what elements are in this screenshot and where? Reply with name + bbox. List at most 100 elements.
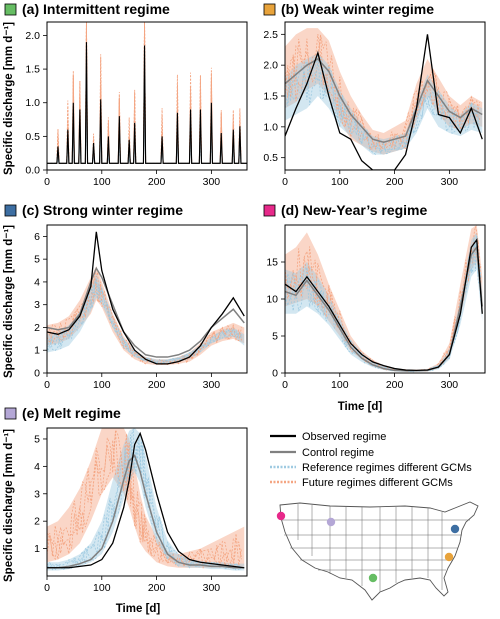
series-future-gcm	[47, 22, 247, 164]
x-tick-label-a: 300	[203, 176, 221, 188]
x-tick-label-a: 0	[44, 176, 50, 188]
y-tick-label-c: 0	[34, 368, 40, 380]
site-melt	[326, 517, 336, 527]
series-control	[47, 454, 245, 569]
series-control	[285, 245, 484, 372]
y-tick-label-d: 0	[272, 368, 278, 380]
y-tick-label-a: 1.5	[25, 64, 40, 76]
plot-area-c	[47, 231, 245, 366]
legend-label-observed: Observed regime	[302, 431, 386, 443]
plot-area-b	[285, 28, 483, 170]
x-tick-label-a: 100	[93, 176, 111, 188]
x-tick-label-b: 100	[331, 176, 349, 188]
usa-map-icon	[276, 501, 479, 601]
legend-label-control: Control regime	[302, 447, 374, 459]
panel-title-b: (b) Weak winter regime	[281, 1, 434, 17]
series-reference-gcm	[47, 97, 247, 164]
series-control	[47, 74, 247, 164]
x-tick-label-c: 300	[203, 379, 221, 391]
legend-label-reference: Reference regimes different GCMs	[302, 462, 472, 474]
panel-intermittent: (a) Intermittent regime Specific dischar…	[3, 1, 248, 188]
x-tick-label-e: 200	[148, 582, 166, 594]
x-tick-label-e: 100	[93, 582, 111, 594]
marker-melt	[4, 407, 17, 420]
series-future-gcm	[47, 22, 247, 164]
panel-new-years: (d) New-Year’s regime Time [d] 0 100 200 30…	[263, 202, 486, 413]
y-tick-label-b: 1.0	[263, 121, 278, 133]
legend-label-future: Future regimes different GCMs	[302, 477, 453, 489]
y-tick-label-e: 5	[34, 433, 40, 445]
x-tick-label-d: 100	[331, 379, 349, 391]
y-tick-label-c: 3	[34, 299, 40, 311]
y-axis-label-c: Specific discharge [mm d⁻¹]	[3, 225, 15, 378]
y-tick-label-a: 1.0	[25, 97, 40, 109]
band-reference-d	[285, 232, 483, 372]
y-tick-label-c: 2	[34, 322, 40, 334]
panel-title-c: (c) Strong winter regime	[22, 202, 183, 218]
series-reference-gcm	[285, 67, 480, 156]
series-observed	[285, 34, 483, 170]
series-control	[285, 58, 483, 144]
x-tick-label-c: 100	[93, 379, 111, 391]
legend: Observed regime Control regime Reference…	[270, 431, 472, 489]
y-tick-label-c: 4	[34, 276, 40, 288]
x-tick-label-e: 0	[44, 582, 50, 594]
band-future-b	[285, 28, 483, 155]
plot-area-e	[47, 428, 245, 572]
series-future-gcm	[47, 269, 242, 365]
panel-title-e: (e) Melt regime	[22, 405, 121, 421]
series-observed	[285, 238, 483, 372]
y-axis-label-a: Specific discharge [mm d⁻¹]	[3, 22, 15, 175]
band-future-d	[285, 225, 483, 372]
y-tick-label-c: 1	[34, 345, 40, 357]
y-tick-label-b: 2.5	[263, 29, 278, 41]
marker-strong-winter	[4, 204, 17, 217]
series-future-gcm	[47, 278, 242, 365]
series-future-gcm	[285, 240, 482, 372]
y-tick-label-e: 2	[34, 516, 40, 528]
y-tick-label-d: 10	[266, 294, 278, 306]
panel-title-d: (d) New-Year’s regime	[281, 202, 427, 218]
state-borders	[282, 504, 470, 592]
site-intermittent	[368, 573, 378, 583]
y-tick-label-d: 15	[266, 257, 278, 269]
series-reference-gcm	[285, 55, 480, 153]
band-reference-e	[47, 428, 245, 571]
series-future-gcm	[47, 22, 247, 164]
site-strong-winter	[450, 524, 460, 534]
series-reference-gcm	[285, 235, 482, 373]
x-tick-label-c: 0	[44, 379, 50, 391]
series-future-gcm	[47, 22, 247, 164]
band-future-c	[47, 265, 245, 366]
site-new-years	[276, 511, 286, 521]
plot-frame-e	[46, 427, 248, 577]
series-reference-gcm	[47, 277, 242, 364]
x-axis-label-e: Time [d]	[116, 603, 161, 615]
band-reference-b	[285, 52, 483, 155]
y-tick-label-e: 1	[34, 543, 40, 555]
y-tick-label-c: 6	[34, 231, 40, 243]
marker-weak-winter	[263, 3, 276, 16]
panel-melt: (e) Melt regime Specific discharge [mm d…	[3, 405, 248, 615]
site-weak-winter	[444, 552, 454, 562]
marker-intermittent	[4, 3, 17, 16]
series-observed	[47, 431, 245, 569]
series-future-gcm	[47, 431, 242, 569]
y-tick-label-d: 5	[272, 331, 278, 343]
y-axis-label-e: Specific discharge [mm d⁻¹]	[3, 429, 15, 582]
x-tick-label-a: 200	[148, 176, 166, 188]
series-reference-gcm	[47, 279, 242, 364]
x-axis-label-d: Time [d]	[338, 401, 383, 413]
y-tick-label-e: 3	[34, 488, 40, 500]
x-tick-label-d: 300	[441, 379, 459, 391]
panel-strong-winter: (c) Strong winter regime Specific discha…	[3, 202, 248, 391]
usa-outline	[279, 501, 479, 601]
series-reference-gcm	[47, 103, 247, 164]
plot-frame-c	[46, 224, 248, 374]
x-tick-label-c: 200	[148, 379, 166, 391]
marker-new-years	[263, 204, 276, 217]
series-future-gcm	[47, 428, 242, 568]
y-tick-label-a: 0.5	[25, 131, 40, 143]
x-tick-label-b: 0	[282, 176, 288, 188]
y-tick-label-a: 0.0	[25, 165, 40, 177]
